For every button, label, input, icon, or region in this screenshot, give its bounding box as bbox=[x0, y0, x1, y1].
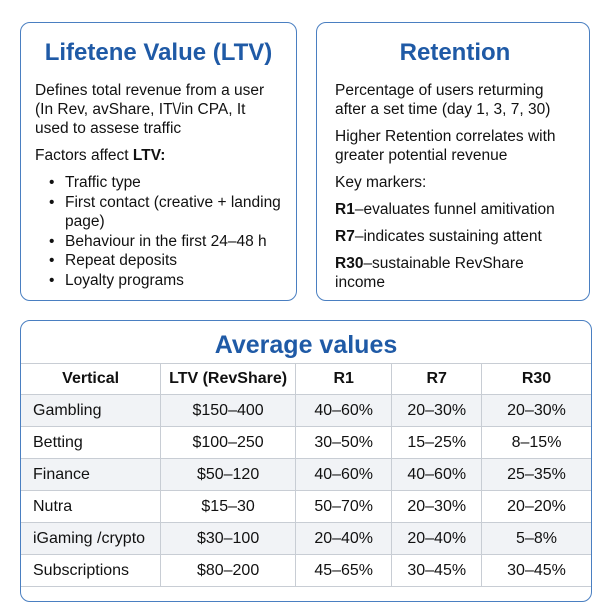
table-row: Gambling $150–400 40–60% 20–30% 20–30% bbox=[21, 394, 591, 427]
ltv-title: Lifetene Value (LTV) bbox=[44, 39, 273, 66]
header-r1: R1 bbox=[294, 363, 393, 395]
header-r30: R30 bbox=[481, 363, 591, 395]
retention-definition: Percentage of users returming after a se… bbox=[335, 82, 551, 118]
cell: 20–30% bbox=[391, 394, 483, 427]
key-markers-label: Key markers: bbox=[335, 174, 427, 191]
marker-text: –evaluates funnel amitivation bbox=[354, 201, 555, 218]
marker-r30: R30–sustainable RevShare income bbox=[335, 254, 575, 292]
table-row: Nutra $15–30 50–70% 20–30% 20–20% bbox=[21, 490, 591, 523]
marker-r7: R7–indicates sustaining attent bbox=[335, 227, 575, 246]
header-r7: R7 bbox=[391, 363, 483, 395]
cell: 8–15% bbox=[481, 426, 591, 459]
header-ltv: LTV (RevShare) bbox=[160, 363, 296, 395]
cell: $80–200 bbox=[160, 554, 296, 587]
average-values-title: Average values bbox=[214, 331, 398, 359]
marker-key: R30 bbox=[335, 255, 364, 272]
list-item: First contact (creative + landing page) bbox=[49, 193, 282, 232]
cell: 25–35% bbox=[481, 458, 591, 491]
ltv-definition: Defines total revenue from a user (In Re… bbox=[35, 82, 265, 137]
marker-text: –indicates sustaining attent bbox=[354, 228, 542, 245]
cell: $100–250 bbox=[160, 426, 296, 459]
cell: 20–20% bbox=[481, 490, 591, 523]
ltv-factors-prefix: Factors affect bbox=[35, 147, 133, 164]
ltv-card: Lifetene Value (LTV) Defines total reven… bbox=[20, 22, 297, 301]
list-item: Behaviour in the first 24–48 h bbox=[49, 232, 282, 252]
cell: Subscriptions bbox=[21, 554, 162, 587]
cell: 30–45% bbox=[481, 554, 591, 587]
cell: 30–45% bbox=[391, 554, 483, 587]
cell: 20–40% bbox=[391, 522, 483, 555]
cell: 45–65% bbox=[294, 554, 393, 587]
cell: 30–50% bbox=[294, 426, 393, 459]
table-row: iGaming /crypto $30–100 20–40% 20–40% 5–… bbox=[21, 522, 591, 555]
ltv-factors-list: Traffic type First contact (creative + l… bbox=[35, 173, 282, 290]
average-values-card: Average values Vertical LTV (RevShare) R… bbox=[20, 320, 592, 602]
cell: $50–120 bbox=[160, 458, 296, 491]
cell: iGaming /crypto bbox=[21, 522, 162, 555]
marker-key: R7 bbox=[335, 228, 355, 245]
retention-correlation: Higher Retention correlates with greater… bbox=[335, 128, 556, 164]
retention-title: Retention bbox=[399, 39, 511, 66]
table-row: Betting $100–250 30–50% 15–25% 8–15% bbox=[21, 426, 591, 459]
marker-text: –sustainable RevShare income bbox=[335, 255, 524, 291]
cell: $15–30 bbox=[160, 490, 296, 523]
cell: 50–70% bbox=[294, 490, 393, 523]
list-item: Repeat deposits bbox=[49, 251, 282, 271]
cell: 40–60% bbox=[294, 394, 393, 427]
marker-r1: R1–evaluates funnel amitivation bbox=[335, 200, 575, 219]
ltv-factors-bold: LTV: bbox=[132, 147, 166, 164]
list-item: Loyalty programs bbox=[49, 271, 282, 291]
cell: 40–60% bbox=[294, 458, 393, 491]
cell: Nutra bbox=[21, 490, 162, 523]
cell: 20–30% bbox=[391, 490, 483, 523]
cell: 15–25% bbox=[391, 426, 483, 459]
header-vertical: Vertical bbox=[21, 363, 162, 395]
cell: 5–8% bbox=[481, 522, 591, 555]
cell: $30–100 bbox=[160, 522, 296, 555]
list-item: Traffic type bbox=[49, 173, 282, 193]
cell: Gambling bbox=[21, 394, 162, 427]
average-values-table: Vertical LTV (RevShare) R1 R7 R30 Gambli… bbox=[21, 363, 591, 587]
cell: 40–60% bbox=[391, 458, 483, 491]
cell: 20–30% bbox=[481, 394, 591, 427]
ltv-factors-heading: Factors affect LTV: bbox=[35, 146, 282, 165]
cell: Betting bbox=[21, 426, 162, 459]
marker-key: R1 bbox=[335, 201, 355, 218]
table-row: Subscriptions $80–200 45–65% 30–45% 30–4… bbox=[21, 554, 591, 587]
cell: $150–400 bbox=[160, 394, 296, 427]
cell: 20–40% bbox=[294, 522, 393, 555]
retention-card: Retention Percentage of users returming … bbox=[316, 22, 590, 301]
table-header-row: Vertical LTV (RevShare) R1 R7 R30 bbox=[21, 363, 591, 395]
cell: Finance bbox=[21, 458, 162, 491]
table-row: Finance $50–120 40–60% 40–60% 25–35% bbox=[21, 458, 591, 491]
